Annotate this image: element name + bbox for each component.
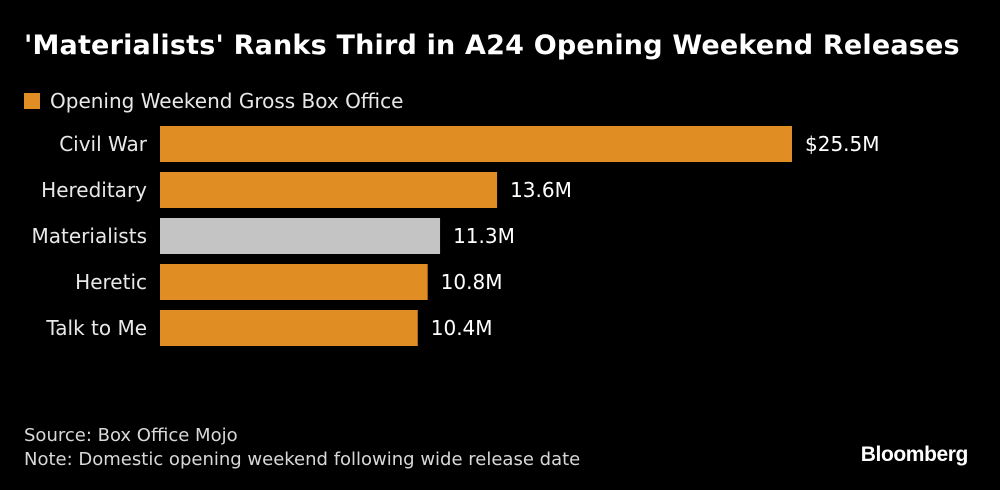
legend-label: Opening Weekend Gross Box Office: [50, 89, 404, 113]
chart-title: 'Materialists' Ranks Third in A24 Openin…: [24, 30, 960, 61]
legend: Opening Weekend Gross Box Office: [24, 88, 403, 114]
bar-civil-war: [160, 126, 792, 162]
bar-materialists: [160, 218, 441, 254]
category-label-civil-war: Civil War: [59, 132, 148, 156]
source-note: Source: Box Office Mojo: [24, 425, 238, 446]
value-label-talk-to-me: 10.4M: [431, 316, 493, 340]
bar-talk-to-me: [160, 310, 418, 346]
value-label-hereditary: 13.6M: [510, 178, 572, 202]
category-label-materialists: Materialists: [32, 224, 148, 248]
legend-swatch: [24, 93, 40, 109]
category-label-hereditary: Hereditary: [41, 178, 147, 202]
category-label-talk-to-me: Talk to Me: [45, 316, 147, 340]
category-label-heretic: Heretic: [75, 270, 147, 294]
bloomberg-logo: Bloomberg: [860, 443, 969, 466]
value-label-civil-war: $25.5M: [805, 132, 880, 156]
footnote: Note: Domestic opening weekend following…: [24, 449, 581, 470]
footer: Source: Box Office Mojo Note: Domestic o…: [24, 424, 580, 472]
bar-hereditary: [160, 172, 498, 208]
value-label-materialists: 11.3M: [453, 224, 515, 248]
value-label-heretic: 10.8M: [441, 270, 503, 294]
bar-heretic: [160, 264, 428, 300]
